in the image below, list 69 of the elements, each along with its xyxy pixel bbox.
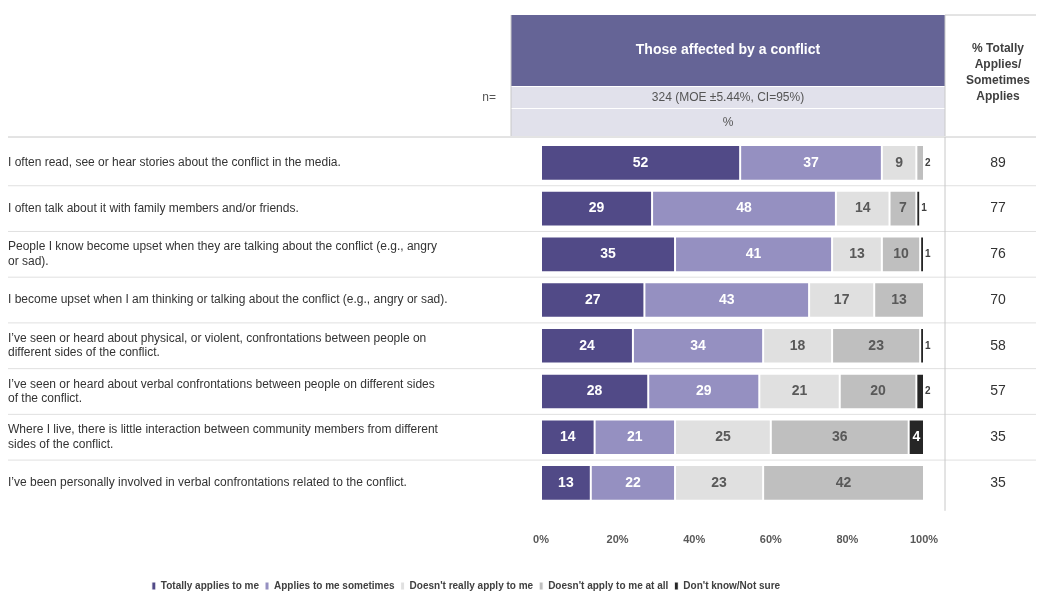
data-label: 2 (925, 385, 931, 397)
y-tick-label: I’ve seen or heard about verbal confrontations between people on different sides of the conflict. (8, 376, 435, 405)
data-label: 29 (588, 199, 605, 216)
data-label: 52 (632, 153, 649, 170)
x-tick-label: 60% (759, 533, 783, 546)
data-label: 10 (893, 245, 910, 262)
data-label: 27 (584, 290, 601, 307)
text: 35 (990, 473, 1006, 490)
data-label: 17 (833, 290, 850, 307)
x-tick-label: 100% (909, 533, 939, 546)
data-label: 2 (925, 156, 931, 168)
y-tick-label: Where I live, there is little interaction between community members from different sides of the conflict. (8, 422, 439, 451)
text: 76 (990, 245, 1006, 262)
data-label: 24 (579, 336, 595, 353)
x-tick-label: 20% (606, 533, 629, 546)
data-label: 4 (912, 428, 921, 445)
chart-subtitle: 324 (MOE ±5.44%, CI=95%) (651, 90, 805, 105)
y-tick-label: I become upset when I am thinking or talking about the conflict (e.g., angry or sad). (8, 292, 448, 307)
data-label: 7 (899, 199, 908, 216)
data-label: 43 (718, 290, 735, 307)
legend-label: Don't know/Not sure (683, 579, 781, 591)
data-label: 9 (895, 153, 904, 170)
x-tick-label: 40% (683, 533, 706, 546)
text: 77 (990, 199, 1006, 216)
data-label: 37 (803, 153, 820, 170)
x-tick-label: 80% (836, 533, 859, 546)
text: 70 (990, 290, 1006, 307)
text: 57 (990, 382, 1006, 399)
data-label: 41 (745, 245, 762, 262)
legend-label: Doesn't apply to me at all (548, 579, 669, 591)
data-label: 25 (715, 428, 731, 445)
data-label: 13 (849, 245, 865, 262)
legend-label: Doesn't really apply to me (409, 579, 534, 591)
data-label: 14 (854, 199, 871, 216)
data-label: 29 (695, 382, 712, 399)
data-label: 1 (925, 248, 931, 260)
data-label: 21 (791, 382, 808, 399)
text: 58 (990, 336, 1006, 353)
data-label: 34 (690, 336, 707, 353)
y-tick-label: I’ve been personally involved in verbal confrontations related to the conflict. (8, 475, 407, 490)
y-tick-label: I often read, see or hear stories about the conflict in the media. (8, 155, 341, 170)
text: 89 (990, 153, 1006, 170)
y-tick-label: I often talk about it with family members and/or friends. (8, 200, 299, 215)
data-label: 42 (835, 473, 852, 490)
legend-label: Applies to me sometimes (274, 579, 396, 591)
data-label: 22 (625, 473, 641, 490)
x-tick-label: 0% (533, 533, 550, 546)
text: % (722, 115, 734, 130)
data-label: 1 (921, 202, 928, 214)
data-label: 23 (868, 336, 885, 353)
y-tick-label: People I know become upset when they are talking about the conflict (e.g., angry or sad). (8, 239, 437, 268)
data-label: 18 (789, 336, 806, 353)
text: % Totally Applies/ Sometimes Applies (965, 41, 1031, 104)
text: n= (482, 90, 496, 105)
data-label: 36 (831, 428, 848, 445)
data-label: 28 (586, 382, 603, 399)
data-label: 35 (600, 245, 617, 262)
chart-title: Those affected by a conflict (635, 40, 821, 57)
data-label: 48 (736, 199, 752, 216)
data-label: 23 (711, 473, 728, 490)
data-label: 21 (627, 428, 643, 445)
legend-label: Totally applies to me (160, 579, 260, 591)
text: 35 (990, 428, 1006, 445)
data-label: 13 (891, 290, 908, 307)
data-label: 1 (925, 339, 931, 351)
data-label: 13 (558, 473, 574, 490)
data-label: 14 (560, 428, 576, 445)
y-tick-label: I’ve seen or heard about physical, or violent, confrontations between people on different sides of the conflict. (8, 330, 427, 360)
data-label: 20 (870, 382, 887, 399)
